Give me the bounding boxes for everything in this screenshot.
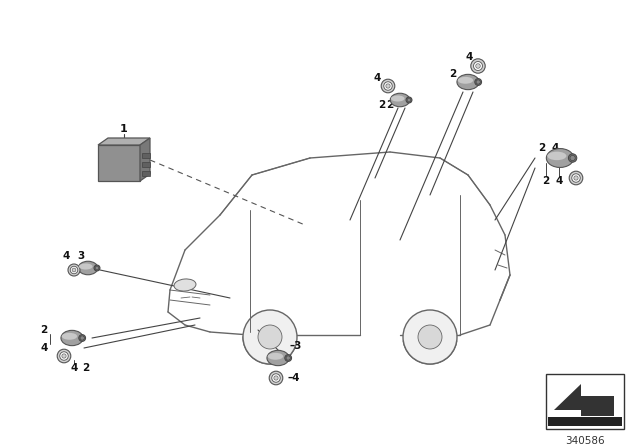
Text: 1: 1 xyxy=(120,124,128,134)
Text: 2: 2 xyxy=(449,69,456,79)
Bar xyxy=(142,171,150,176)
Circle shape xyxy=(72,268,76,272)
Circle shape xyxy=(62,354,66,358)
Ellipse shape xyxy=(94,265,100,271)
Circle shape xyxy=(418,325,442,349)
Circle shape xyxy=(386,84,390,88)
Polygon shape xyxy=(554,384,614,416)
Text: 4: 4 xyxy=(70,363,77,373)
Bar xyxy=(546,374,624,429)
Text: 4: 4 xyxy=(40,343,48,353)
Circle shape xyxy=(384,82,392,90)
Text: 2: 2 xyxy=(538,143,546,153)
Text: 2: 2 xyxy=(542,176,550,186)
Text: 3: 3 xyxy=(77,251,84,261)
Circle shape xyxy=(274,376,278,380)
Text: 2: 2 xyxy=(378,100,386,110)
Ellipse shape xyxy=(406,97,412,103)
Circle shape xyxy=(258,325,282,349)
Ellipse shape xyxy=(407,98,411,102)
Polygon shape xyxy=(140,138,150,181)
Bar xyxy=(548,417,622,426)
Text: 2: 2 xyxy=(40,325,47,335)
Circle shape xyxy=(68,264,80,276)
Circle shape xyxy=(272,374,280,382)
Ellipse shape xyxy=(80,336,84,340)
Circle shape xyxy=(471,59,485,73)
Ellipse shape xyxy=(286,356,291,360)
Circle shape xyxy=(569,171,583,185)
Ellipse shape xyxy=(268,353,283,360)
Ellipse shape xyxy=(285,355,292,362)
Ellipse shape xyxy=(568,154,577,162)
Ellipse shape xyxy=(267,350,289,366)
Text: 4: 4 xyxy=(465,52,473,62)
Bar xyxy=(142,153,150,158)
Ellipse shape xyxy=(475,78,481,86)
Ellipse shape xyxy=(457,74,479,90)
Text: 340586: 340586 xyxy=(565,436,605,446)
Ellipse shape xyxy=(79,263,93,270)
Circle shape xyxy=(60,352,68,360)
Ellipse shape xyxy=(547,151,566,160)
Circle shape xyxy=(403,310,457,364)
Circle shape xyxy=(243,310,297,364)
Circle shape xyxy=(57,349,71,363)
Circle shape xyxy=(269,371,283,385)
Bar xyxy=(142,162,150,167)
Circle shape xyxy=(474,61,483,70)
Circle shape xyxy=(572,174,580,182)
Circle shape xyxy=(70,266,77,274)
Ellipse shape xyxy=(391,95,404,102)
Polygon shape xyxy=(98,138,150,145)
Ellipse shape xyxy=(79,335,86,341)
Ellipse shape xyxy=(61,330,83,346)
Circle shape xyxy=(476,64,480,68)
Text: 4: 4 xyxy=(551,143,559,153)
Ellipse shape xyxy=(390,93,410,107)
Text: –4: –4 xyxy=(288,373,301,383)
Text: 4: 4 xyxy=(373,73,381,83)
Text: 4: 4 xyxy=(556,176,563,186)
Text: 2: 2 xyxy=(387,100,394,110)
Circle shape xyxy=(574,176,578,180)
Ellipse shape xyxy=(547,149,573,168)
Bar xyxy=(98,145,140,181)
Ellipse shape xyxy=(78,261,98,275)
Ellipse shape xyxy=(95,266,99,270)
Ellipse shape xyxy=(458,77,473,84)
Text: –3: –3 xyxy=(290,341,302,351)
Ellipse shape xyxy=(61,333,77,340)
Circle shape xyxy=(381,79,395,93)
Text: 2: 2 xyxy=(83,363,90,373)
Ellipse shape xyxy=(476,80,481,84)
Ellipse shape xyxy=(174,279,196,291)
Ellipse shape xyxy=(570,155,575,161)
Text: 4: 4 xyxy=(62,251,70,261)
